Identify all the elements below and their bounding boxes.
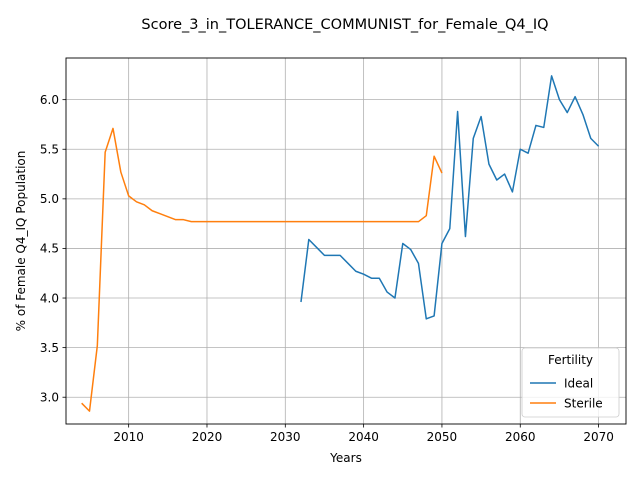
chart-title: Score_3_in_TOLERANCE_COMMUNIST_for_Femal… [141, 17, 548, 33]
legend: Fertility Ideal Sterile [521, 347, 620, 418]
y-tick-label: 4.0 [40, 291, 59, 305]
grid-lines [66, 58, 626, 424]
y-tick-label: 4.5 [40, 242, 59, 256]
x-tick-label: 2030 [270, 430, 301, 444]
legend-title: Fertility [548, 353, 593, 367]
legend-label-sterile: Sterile [564, 396, 603, 410]
plot-frame [65, 57, 627, 425]
x-axis-label: Years [329, 451, 362, 465]
y-tick-label: 5.0 [40, 192, 59, 206]
x-tick-label: 2020 [192, 430, 223, 444]
legend-label-ideal: Ideal [564, 376, 593, 390]
legend-box [521, 347, 620, 418]
x-tick-label: 2040 [348, 430, 379, 444]
x-tick-label: 2060 [505, 430, 536, 444]
y-tick-label: 3.0 [40, 391, 59, 405]
y-tick-label: 5.5 [40, 143, 59, 157]
x-tick-label: 2070 [583, 430, 614, 444]
series-line-sterile [81, 127, 443, 412]
x-tick-label: 2010 [113, 430, 144, 444]
series-layer [81, 75, 600, 412]
y-tick-label: 3.5 [40, 341, 59, 355]
x-tick-label: 2050 [427, 430, 458, 444]
y-tick-label: 6.0 [40, 93, 59, 107]
y-axis-label: % of Female Q4_IQ Population [14, 151, 28, 332]
series-line-ideal [300, 75, 600, 320]
axis-ticks: 2010 2020 2030 2040 2050 2060 2070 3.0 3.5 4.0 4.5… [40, 93, 614, 444]
